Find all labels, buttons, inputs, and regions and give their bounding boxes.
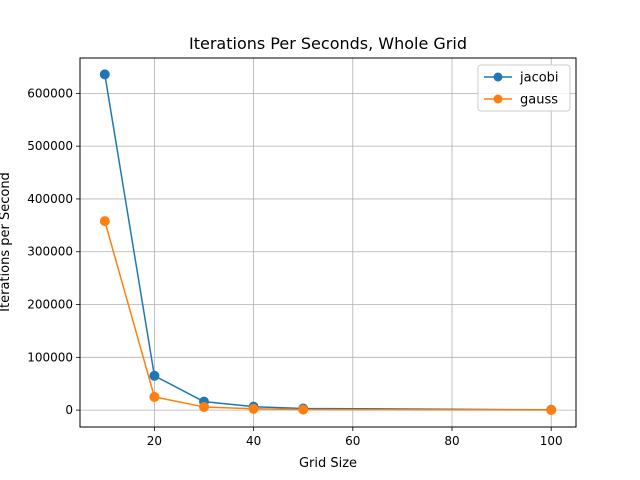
x-tick-label: 100 xyxy=(540,434,563,448)
data-point-gauss xyxy=(149,391,160,402)
series-line-gauss xyxy=(104,220,552,411)
grid-lines xyxy=(80,58,576,427)
data-point-gauss xyxy=(298,404,309,415)
y-tick-label: 500000 xyxy=(27,139,73,153)
x-tick-label: 40 xyxy=(246,434,261,448)
legend-label-gauss: gauss xyxy=(520,93,558,108)
y-tick-label: 100000 xyxy=(27,350,73,364)
data-point-gauss xyxy=(99,216,110,227)
data-point-gauss xyxy=(546,404,557,415)
plot-frame xyxy=(79,57,577,428)
chart-title: Iterations Per Seconds, Whole Grid xyxy=(189,34,467,53)
series-gauss xyxy=(99,216,557,415)
data-point-gauss xyxy=(248,403,259,414)
y-tick-label: 600000 xyxy=(27,86,73,100)
y-tick-label: 400000 xyxy=(27,192,73,206)
series-line-jacobi xyxy=(104,74,552,411)
x-tick-label: 60 xyxy=(345,434,360,448)
y-tick-label: 300000 xyxy=(27,245,73,259)
legend-marker-jacobi xyxy=(493,72,503,82)
x-tick-label: 80 xyxy=(444,434,459,448)
y-axis-label: Iterations per Second xyxy=(0,172,13,312)
x-axis-label: Grid Size xyxy=(299,456,357,471)
y-tick-label: 0 xyxy=(65,403,73,417)
data-point-jacobi xyxy=(99,69,110,80)
data-point-gauss xyxy=(199,401,209,412)
plot-series xyxy=(99,69,557,415)
x-axis-ticks: 20 40 60 80 100 xyxy=(147,427,563,448)
y-tick-label: 200000 xyxy=(27,298,73,312)
legend-marker-gauss xyxy=(493,94,503,104)
legend: jacobi gauss xyxy=(477,64,571,112)
legend-label-jacobi: jacobi xyxy=(519,71,559,86)
x-tick-label: 20 xyxy=(147,434,162,448)
y-axis-ticks: 0 100000 200000 300000 400000 500000 600000 xyxy=(27,86,80,417)
data-point-jacobi xyxy=(149,370,160,381)
